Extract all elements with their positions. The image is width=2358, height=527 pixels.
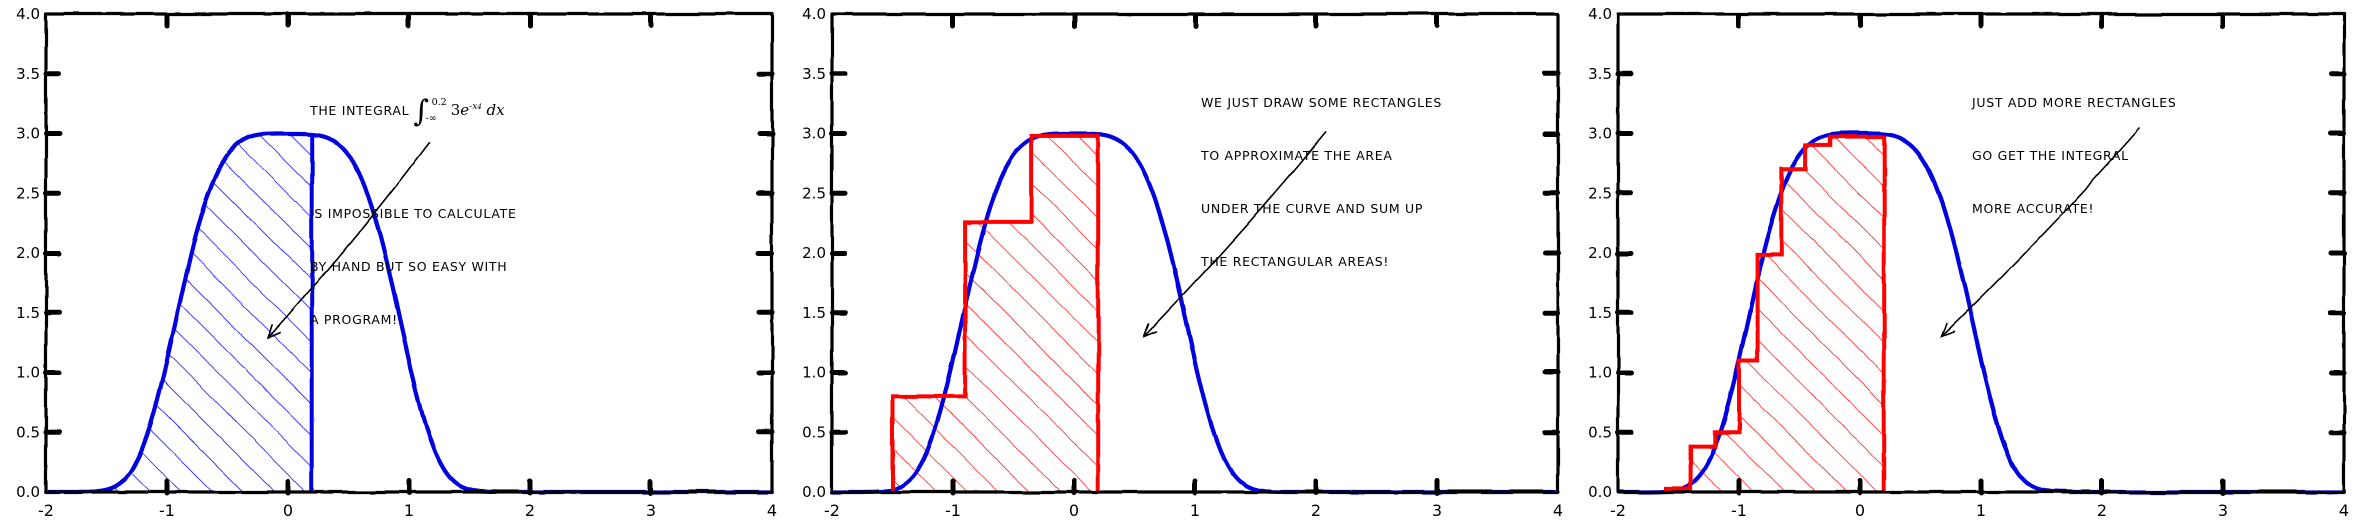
x-tick-label: 4 xyxy=(2339,501,2349,520)
panel-1-annotation: THE INTEGRAL ∫ 0.2 -∞ 3e-x4 dx IS IMPOSS… xyxy=(310,60,517,364)
annotation-line-2: GO GET THE INTEGRAL xyxy=(1972,147,2129,163)
x-tick-label: 0 xyxy=(1069,501,1079,520)
integral-upper-limit: 0.2 xyxy=(431,96,447,108)
y-tick-label: 2.0 xyxy=(16,244,40,262)
integral-lower-limit: -∞ xyxy=(425,113,437,125)
x-tick-label: 3 xyxy=(1432,501,1442,520)
annotation-arrow xyxy=(1940,127,2141,338)
y-tick-label: 0.5 xyxy=(1588,423,1612,441)
annotation-line-3: MORE ACCURATE! xyxy=(1972,201,2095,216)
y-tick-label: 3.0 xyxy=(16,125,40,143)
annotation-line-2: TO APPROXIMATE THE AREA xyxy=(1201,147,1393,163)
y-tick-label: 1.0 xyxy=(802,364,826,382)
x-tick-label: 2 xyxy=(525,501,535,520)
integral-limits: 0.2 -∞ xyxy=(426,96,447,126)
annotation-line-1: WE JUST DRAW SOME RECTANGLES xyxy=(1201,94,1443,110)
y-tick-label: 2.5 xyxy=(16,184,40,202)
x-tick-label: 1 xyxy=(404,501,414,520)
y-tick-label: 4.0 xyxy=(802,5,826,23)
y-tick-label: 0.0 xyxy=(802,483,826,501)
x-tick-label: -2 xyxy=(38,501,54,520)
y-tick-label: 2.5 xyxy=(802,184,826,202)
panel-2-plot: -2 -1 0 1 2 3 4 0.0 0.5 1.0 1.5 2.0 2.5 3.0 3.5 4.0 xyxy=(802,5,1563,520)
annotation-line-3: A PROGRAM! xyxy=(310,312,398,327)
integrand: 3e-x4 dx xyxy=(451,100,505,121)
riemann-step-outline xyxy=(890,133,1101,492)
panel-coarse-riemann: -2 -1 0 1 2 3 4 0.0 0.5 1.0 1.5 2.0 2.5 3.0 3.5 4.0 WE … xyxy=(786,0,1572,527)
panel-2-annotation: WE JUST DRAW SOME RECTANGLES TO APPROXIM… xyxy=(1201,58,1442,307)
annotation-line-1: IS IMPOSSIBLE TO CALCULATE xyxy=(310,205,517,221)
x-tick-label: 2 xyxy=(1311,501,1321,520)
y-tick-label: 1.0 xyxy=(1588,364,1612,382)
y-tick-label: 4.0 xyxy=(1588,5,1612,23)
x-tick-label: -1 xyxy=(1731,501,1747,520)
x-tick-label: 0 xyxy=(283,501,293,520)
riemann-fill-region xyxy=(1666,137,1885,492)
x-tick-label: 1 xyxy=(1976,501,1986,520)
y-tick-label: 3.5 xyxy=(802,65,826,83)
x-tick-label: 4 xyxy=(767,501,777,520)
x-tick-label: 3 xyxy=(646,501,656,520)
y-tick-label: 2.5 xyxy=(1588,184,1612,202)
integrand-coefficient: 3 xyxy=(450,100,461,119)
riemann-step-outline xyxy=(1664,135,1887,492)
y-tick-label: 1.5 xyxy=(16,304,40,322)
x-tick-label: -1 xyxy=(159,501,175,520)
integrand-differential: dx xyxy=(486,100,505,119)
x-tick-label: 1 xyxy=(1190,501,1200,520)
y-tick-label: 3.5 xyxy=(16,65,40,83)
y-tick-label: 0.0 xyxy=(1588,483,1612,501)
y-tick-label: 1.5 xyxy=(1588,304,1612,322)
x-tick-label: -2 xyxy=(824,501,840,520)
annotation-line-1: JUST ADD MORE RECTANGLES xyxy=(1972,94,2177,110)
panel-3-annotation: JUST ADD MORE RECTANGLES GO GET THE INTE… xyxy=(1972,58,2177,253)
x-tick-label: 0 xyxy=(1855,501,1865,520)
x-tick-label: 3 xyxy=(2218,501,2228,520)
y-tick-label: 3.5 xyxy=(1588,65,1612,83)
y-tick-label: 2.0 xyxy=(1588,244,1612,262)
y-tick-label: 1.0 xyxy=(16,364,40,382)
integral-sign: ∫ xyxy=(413,93,430,129)
y-tick-label: 0.5 xyxy=(16,423,40,441)
panel-exact-integral: -2 -1 0 1 2 3 4 0.0 0.5 1.0 1.5 2.0 2.5 3.0 3.5 4.0 THE… xyxy=(0,0,786,527)
annotation-line-3: UNDER THE CURVE AND SUM UP xyxy=(1201,201,1424,216)
x-tick-label: -1 xyxy=(945,501,961,520)
y-tick-label: 0.0 xyxy=(16,483,40,501)
y-tick-label: 3.0 xyxy=(802,125,826,143)
panel-1-plot: -2 -1 0 1 2 3 4 0.0 0.5 1.0 1.5 2.0 2.5 3.0 3.5 4.0 xyxy=(16,5,777,520)
annotation-arrow xyxy=(1142,131,1327,338)
integrand-exponent: -x xyxy=(469,101,478,112)
x-tick-label: 2 xyxy=(2097,501,2107,520)
integral-expression: THE INTEGRAL ∫ 0.2 -∞ 3e-x4 dx xyxy=(310,96,517,126)
y-tick-label: 3.0 xyxy=(1588,125,1612,143)
x-tick-label: -2 xyxy=(1610,501,1626,520)
integrand-exponent-power: 4 xyxy=(477,102,482,111)
annotation-line-4: THE RECTANGULAR AREAS! xyxy=(1201,254,1390,270)
y-tick-label: 2.0 xyxy=(802,244,826,262)
x-tick-label: 4 xyxy=(1553,501,1563,520)
annotation-prefix: THE INTEGRAL xyxy=(310,102,410,118)
annotation-line-2: BY HAND BUT SO EASY WITH xyxy=(310,258,508,274)
y-tick-label: 0.5 xyxy=(802,423,826,441)
y-tick-label: 1.5 xyxy=(802,304,826,322)
panel-fine-riemann: -2 -1 0 1 2 3 4 0.0 0.5 1.0 1.5 2.0 2.5 3.0 3.5 4.0 JUS… xyxy=(1572,0,2358,527)
annotation-arrow xyxy=(266,141,431,340)
integrand-base: e xyxy=(460,100,470,119)
panel-3-plot: -2 -1 0 1 2 3 4 0.0 0.5 1.0 1.5 2.0 2.5 3.0 3.5 4.0 xyxy=(1588,5,2349,520)
y-tick-label: 4.0 xyxy=(16,5,40,23)
